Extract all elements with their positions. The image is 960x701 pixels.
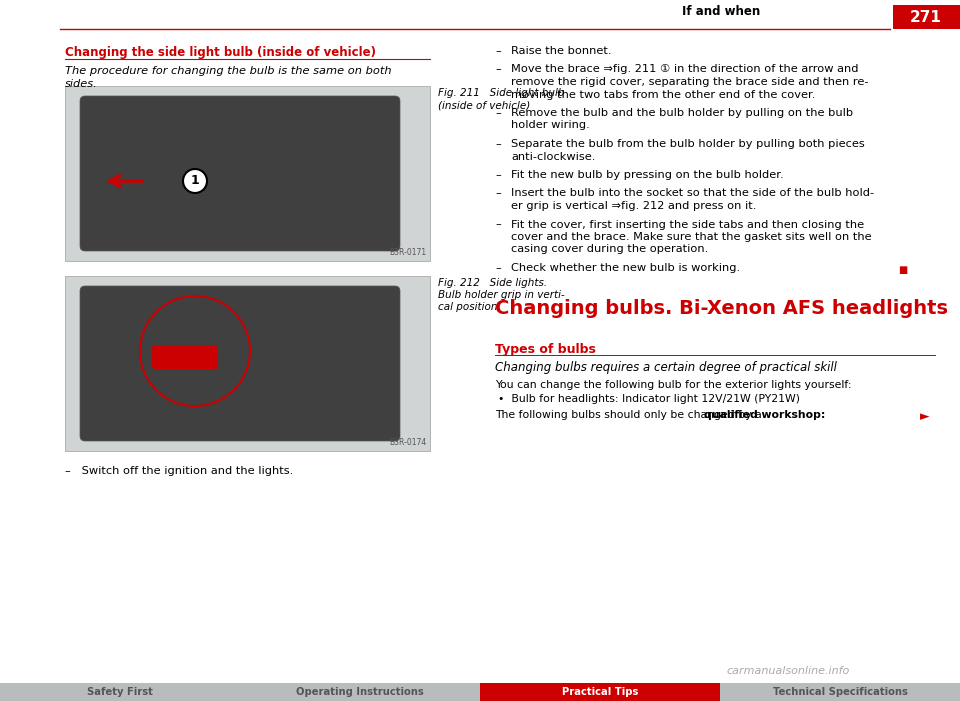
Circle shape [183, 169, 207, 193]
Text: B3R-0171: B3R-0171 [389, 248, 426, 257]
Text: Changing bulbs. Bi-Xenon AFS headlights: Changing bulbs. Bi-Xenon AFS headlights [495, 299, 948, 318]
Text: 1: 1 [191, 175, 200, 187]
Text: •  Bulb for headlights: Indicator light 12V/21W (PY21W): • Bulb for headlights: Indicator light 1… [498, 395, 800, 404]
Text: remove the rigid cover, separating the brace side and then re-: remove the rigid cover, separating the b… [511, 77, 869, 87]
Text: –: – [495, 108, 501, 118]
Text: Technical Specifications: Technical Specifications [773, 687, 907, 697]
Bar [65, 86, 430, 261]
Text: ■: ■ [898, 265, 907, 275]
Text: Operating Instructions: Operating Instructions [296, 687, 424, 697]
Text: 271: 271 [910, 10, 942, 25]
Text: Fig. 212   Side lights.: Fig. 212 Side lights. [438, 278, 547, 288]
Text: cal position: cal position [438, 302, 497, 312]
Text: Check whether the new bulb is working.: Check whether the new bulb is working. [511, 263, 740, 273]
Text: cover and the brace. Make sure that the gasket sits well on the: cover and the brace. Make sure that the … [511, 232, 872, 242]
Bar [893, 5, 960, 29]
Text: Separate the bulb from the bulb holder by pulling both pieces: Separate the bulb from the bulb holder b… [511, 139, 865, 149]
Text: B3R-0174: B3R-0174 [389, 438, 426, 447]
Bar [720, 683, 959, 701]
Text: ►: ► [920, 411, 929, 423]
Text: The following bulbs should only be changed by a: The following bulbs should only be chang… [495, 411, 765, 421]
Text: Types of bulbs: Types of bulbs [495, 343, 596, 357]
Text: anti-clockwise.: anti-clockwise. [511, 151, 595, 161]
Text: carmanualsonline.info: carmanualsonline.info [727, 666, 850, 676]
Text: qualified workshop:: qualified workshop: [704, 411, 826, 421]
Bar [240, 683, 479, 701]
Text: Practical Tips: Practical Tips [562, 687, 638, 697]
Text: –: – [495, 189, 501, 198]
Text: The procedure for changing the bulb is the same on both
sides.: The procedure for changing the bulb is t… [65, 66, 392, 89]
Text: Changing the side light bulb (inside of vehicle): Changing the side light bulb (inside of … [65, 46, 376, 59]
Text: Changing bulbs requires a certain degree of practical skill: Changing bulbs requires a certain degree… [495, 362, 837, 374]
FancyBboxPatch shape [152, 345, 218, 369]
Text: Move the brace ⇒fig. 211 ① in the direction of the arrow and: Move the brace ⇒fig. 211 ① in the direct… [511, 64, 858, 74]
Bar [480, 683, 719, 701]
Text: holder wiring.: holder wiring. [511, 121, 589, 130]
Text: casing cover during the operation.: casing cover during the operation. [511, 245, 708, 254]
Text: If and when: If and when [682, 5, 760, 18]
Text: Fit the cover, first inserting the side tabs and then closing the: Fit the cover, first inserting the side … [511, 219, 864, 229]
Text: You can change the following bulb for the exterior lights yourself:: You can change the following bulb for th… [495, 379, 852, 390]
Text: –: – [495, 64, 501, 74]
Text: –: – [495, 139, 501, 149]
Text: Fit the new bulb by pressing on the bulb holder.: Fit the new bulb by pressing on the bulb… [511, 170, 783, 180]
Bar [65, 276, 430, 451]
FancyBboxPatch shape [80, 286, 400, 441]
Text: er grip is vertical ⇒fig. 212 and press on it.: er grip is vertical ⇒fig. 212 and press … [511, 201, 756, 211]
Text: Raise the bonnet.: Raise the bonnet. [511, 46, 612, 56]
Text: Remove the bulb and the bulb holder by pulling on the bulb: Remove the bulb and the bulb holder by p… [511, 108, 853, 118]
Text: –: – [495, 263, 501, 273]
Text: –: – [495, 170, 501, 180]
Text: –   Switch off the ignition and the lights.: – Switch off the ignition and the lights… [65, 466, 293, 476]
Text: (inside of vehicle): (inside of vehicle) [438, 100, 530, 110]
FancyBboxPatch shape [80, 96, 400, 251]
Text: Insert the bulb into the socket so that the side of the bulb hold-: Insert the bulb into the socket so that … [511, 189, 875, 198]
Text: Safety First: Safety First [87, 687, 153, 697]
Text: moving the two tabs from the other end of the cover.: moving the two tabs from the other end o… [511, 90, 815, 100]
Text: Fig. 211   Side light bulb: Fig. 211 Side light bulb [438, 88, 564, 98]
Text: –: – [495, 219, 501, 229]
Text: –: – [495, 46, 501, 56]
Bar [0, 683, 239, 701]
Text: Bulb holder grip in verti-: Bulb holder grip in verti- [438, 290, 564, 300]
